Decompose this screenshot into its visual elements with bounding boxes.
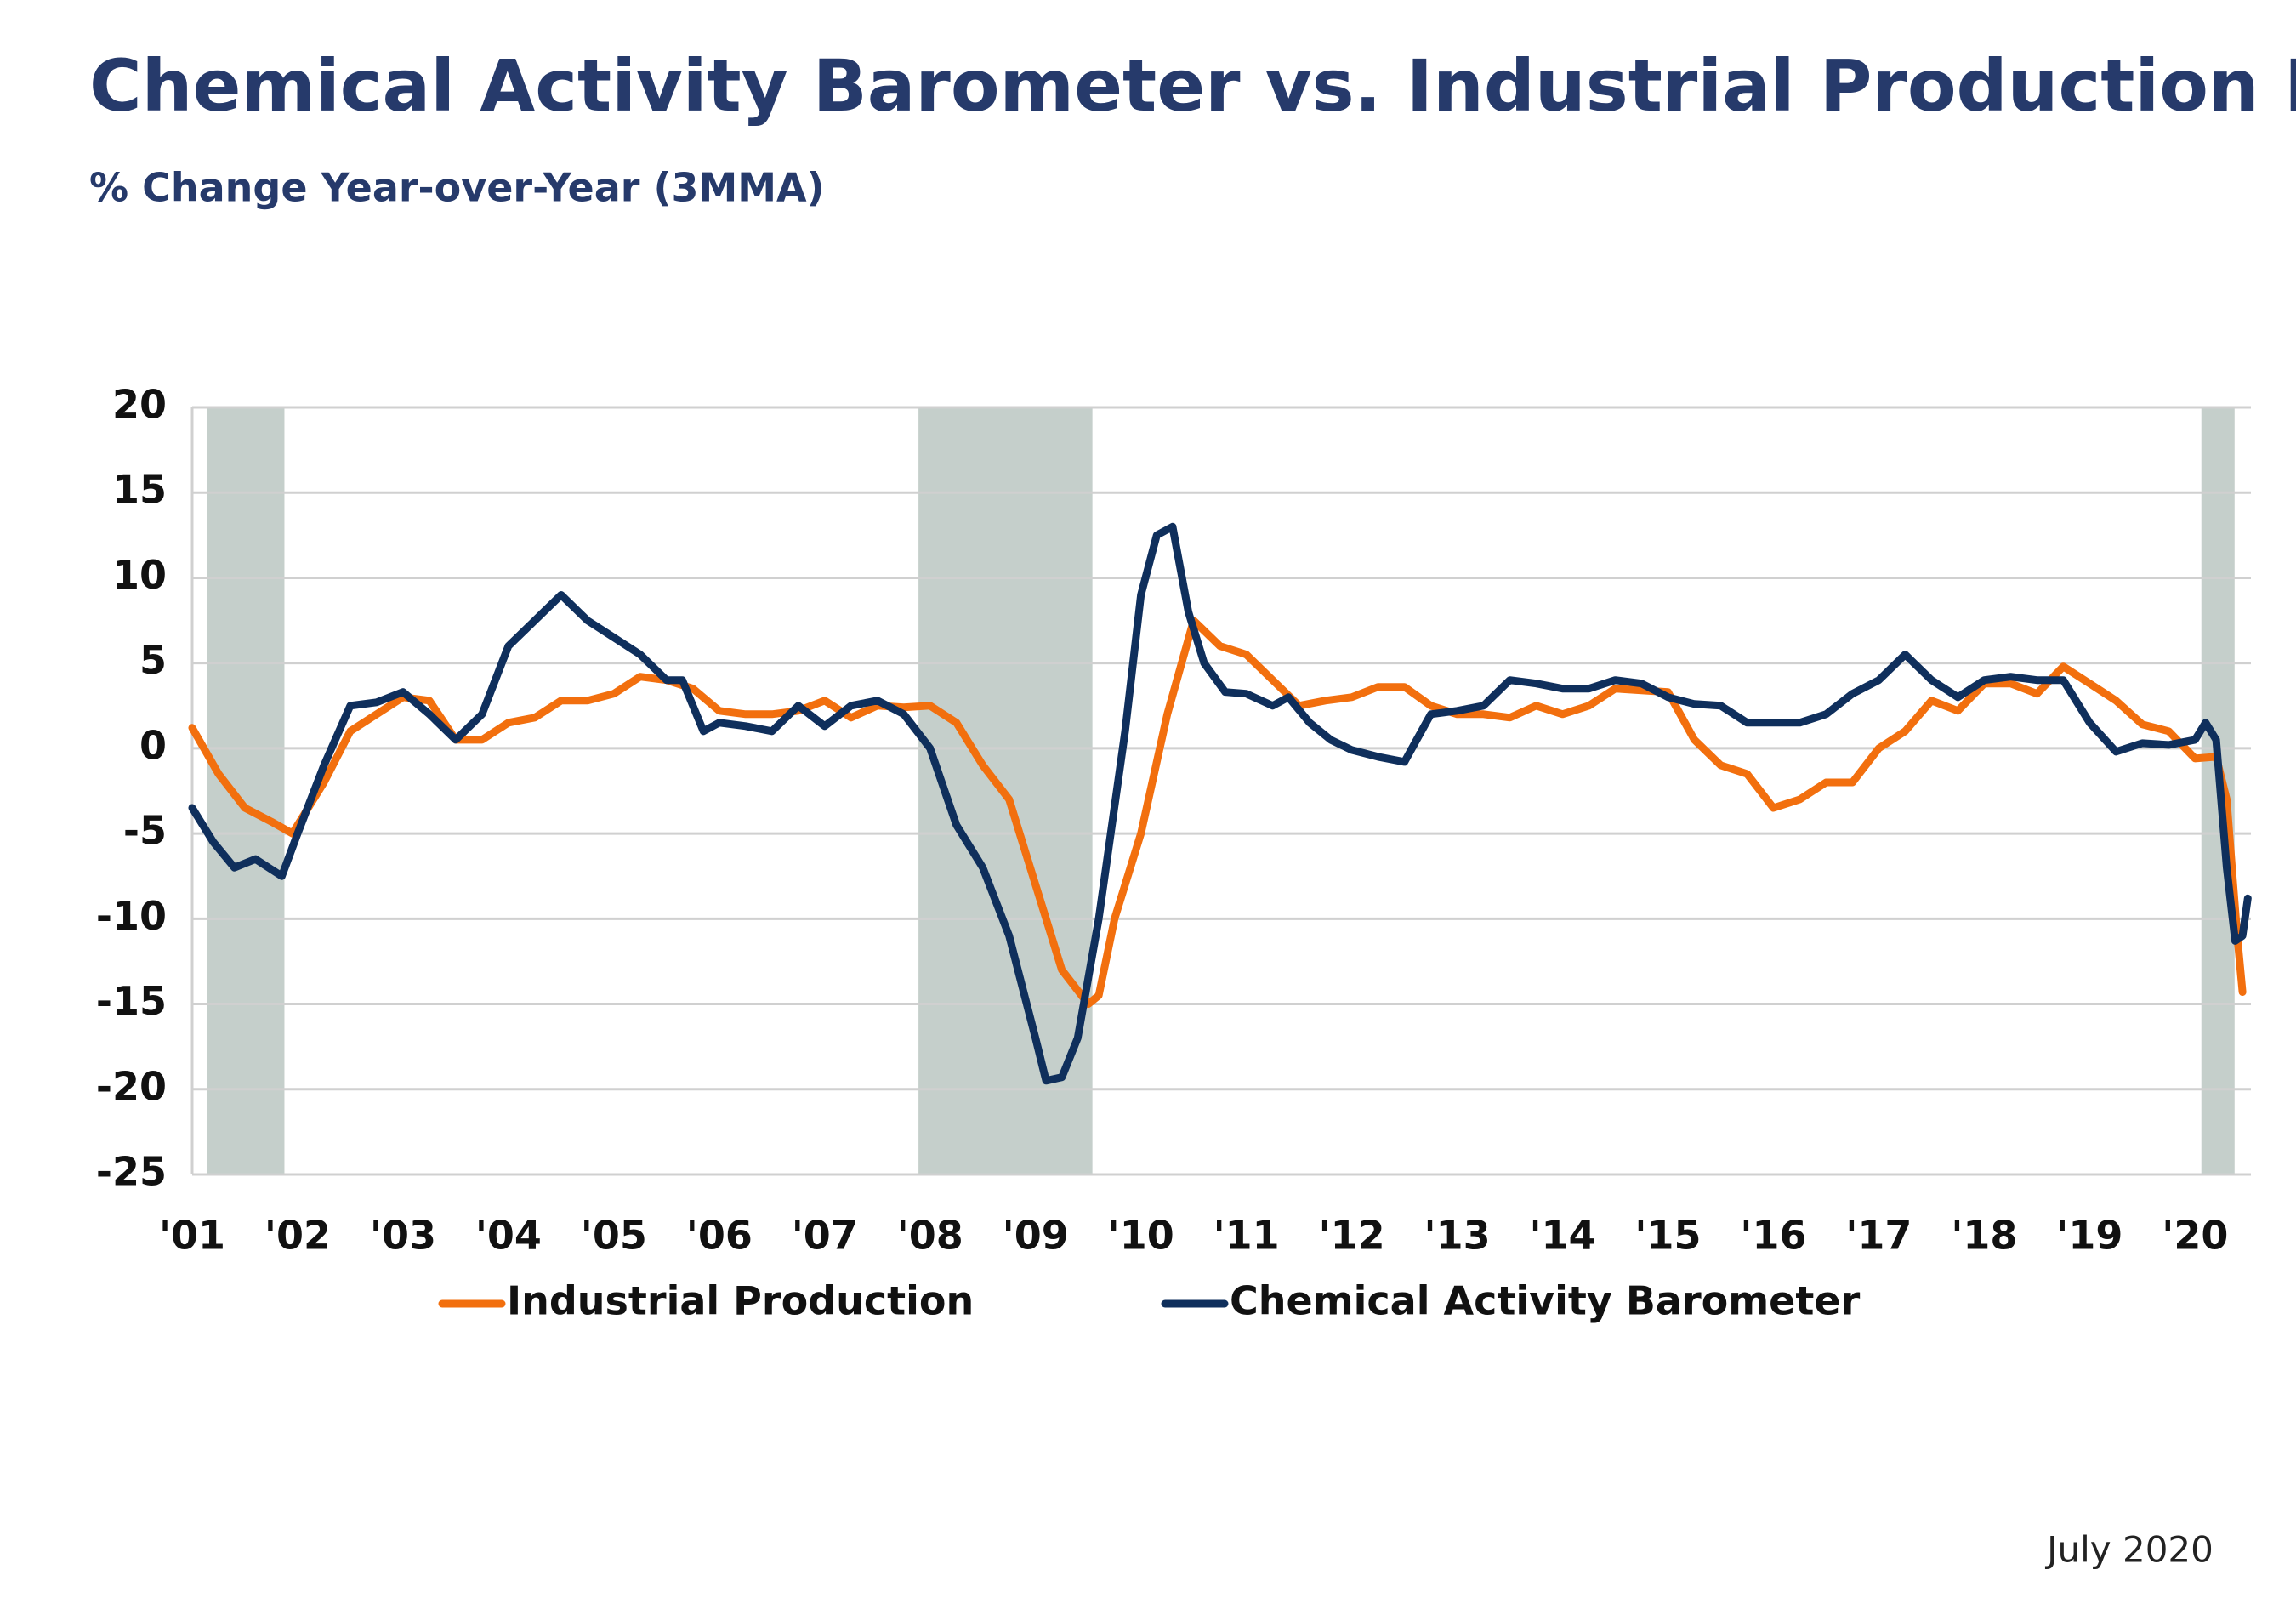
x-tick-label: '11 xyxy=(1213,1213,1280,1259)
y-tick-label: -5 xyxy=(123,808,167,854)
x-tick-label: '06 xyxy=(686,1213,753,1259)
x-tick-label: '05 xyxy=(581,1213,647,1259)
x-tick-label: '16 xyxy=(1740,1213,1806,1259)
x-tick-label: '15 xyxy=(1634,1213,1701,1259)
y-tick-label: 15 xyxy=(112,467,167,513)
y-tick-label: 10 xyxy=(112,552,167,598)
series-line xyxy=(188,522,2252,1085)
x-tick-label: '17 xyxy=(1845,1213,1912,1259)
recession-shade xyxy=(207,407,285,1174)
y-tick-label: -15 xyxy=(96,978,167,1024)
x-tick-label: '01 xyxy=(159,1213,225,1259)
x-tick-label: '10 xyxy=(1108,1213,1174,1259)
legend-label: Industrial Production xyxy=(507,1278,974,1324)
y-tick-label: -20 xyxy=(96,1063,167,1109)
x-tick-label: '18 xyxy=(1951,1213,2017,1259)
x-tick-label: '02 xyxy=(264,1213,331,1259)
chart-title: Chemical Activity Barometer vs. Industri… xyxy=(89,44,2296,128)
x-tick-label: '04 xyxy=(475,1213,542,1259)
x-tick-label: '09 xyxy=(1003,1213,1069,1259)
chart-subtitle: % Change Year-over-Year (3MMA) xyxy=(89,165,825,211)
x-tick-label: '07 xyxy=(792,1213,858,1259)
legend-label: Chemical Activity Barometer xyxy=(1230,1278,1861,1324)
y-tick-label: 5 xyxy=(139,637,167,683)
x-tick-label: '08 xyxy=(897,1213,963,1259)
x-tick-label: '14 xyxy=(1529,1213,1595,1259)
x-tick-label: '20 xyxy=(2162,1213,2228,1259)
x-tick-label: '12 xyxy=(1319,1213,1385,1259)
x-tick-label: '03 xyxy=(370,1213,436,1259)
x-tick-label: '13 xyxy=(1424,1213,1491,1259)
date-note: July 2020 xyxy=(2044,1529,2214,1571)
y-tick-label: 0 xyxy=(139,722,167,768)
x-tick-label: '19 xyxy=(2056,1213,2123,1259)
y-tick-label: 20 xyxy=(112,382,167,428)
y-tick-label: -10 xyxy=(96,893,167,939)
y-tick-label: -25 xyxy=(96,1149,167,1195)
series-line xyxy=(188,617,2247,1009)
